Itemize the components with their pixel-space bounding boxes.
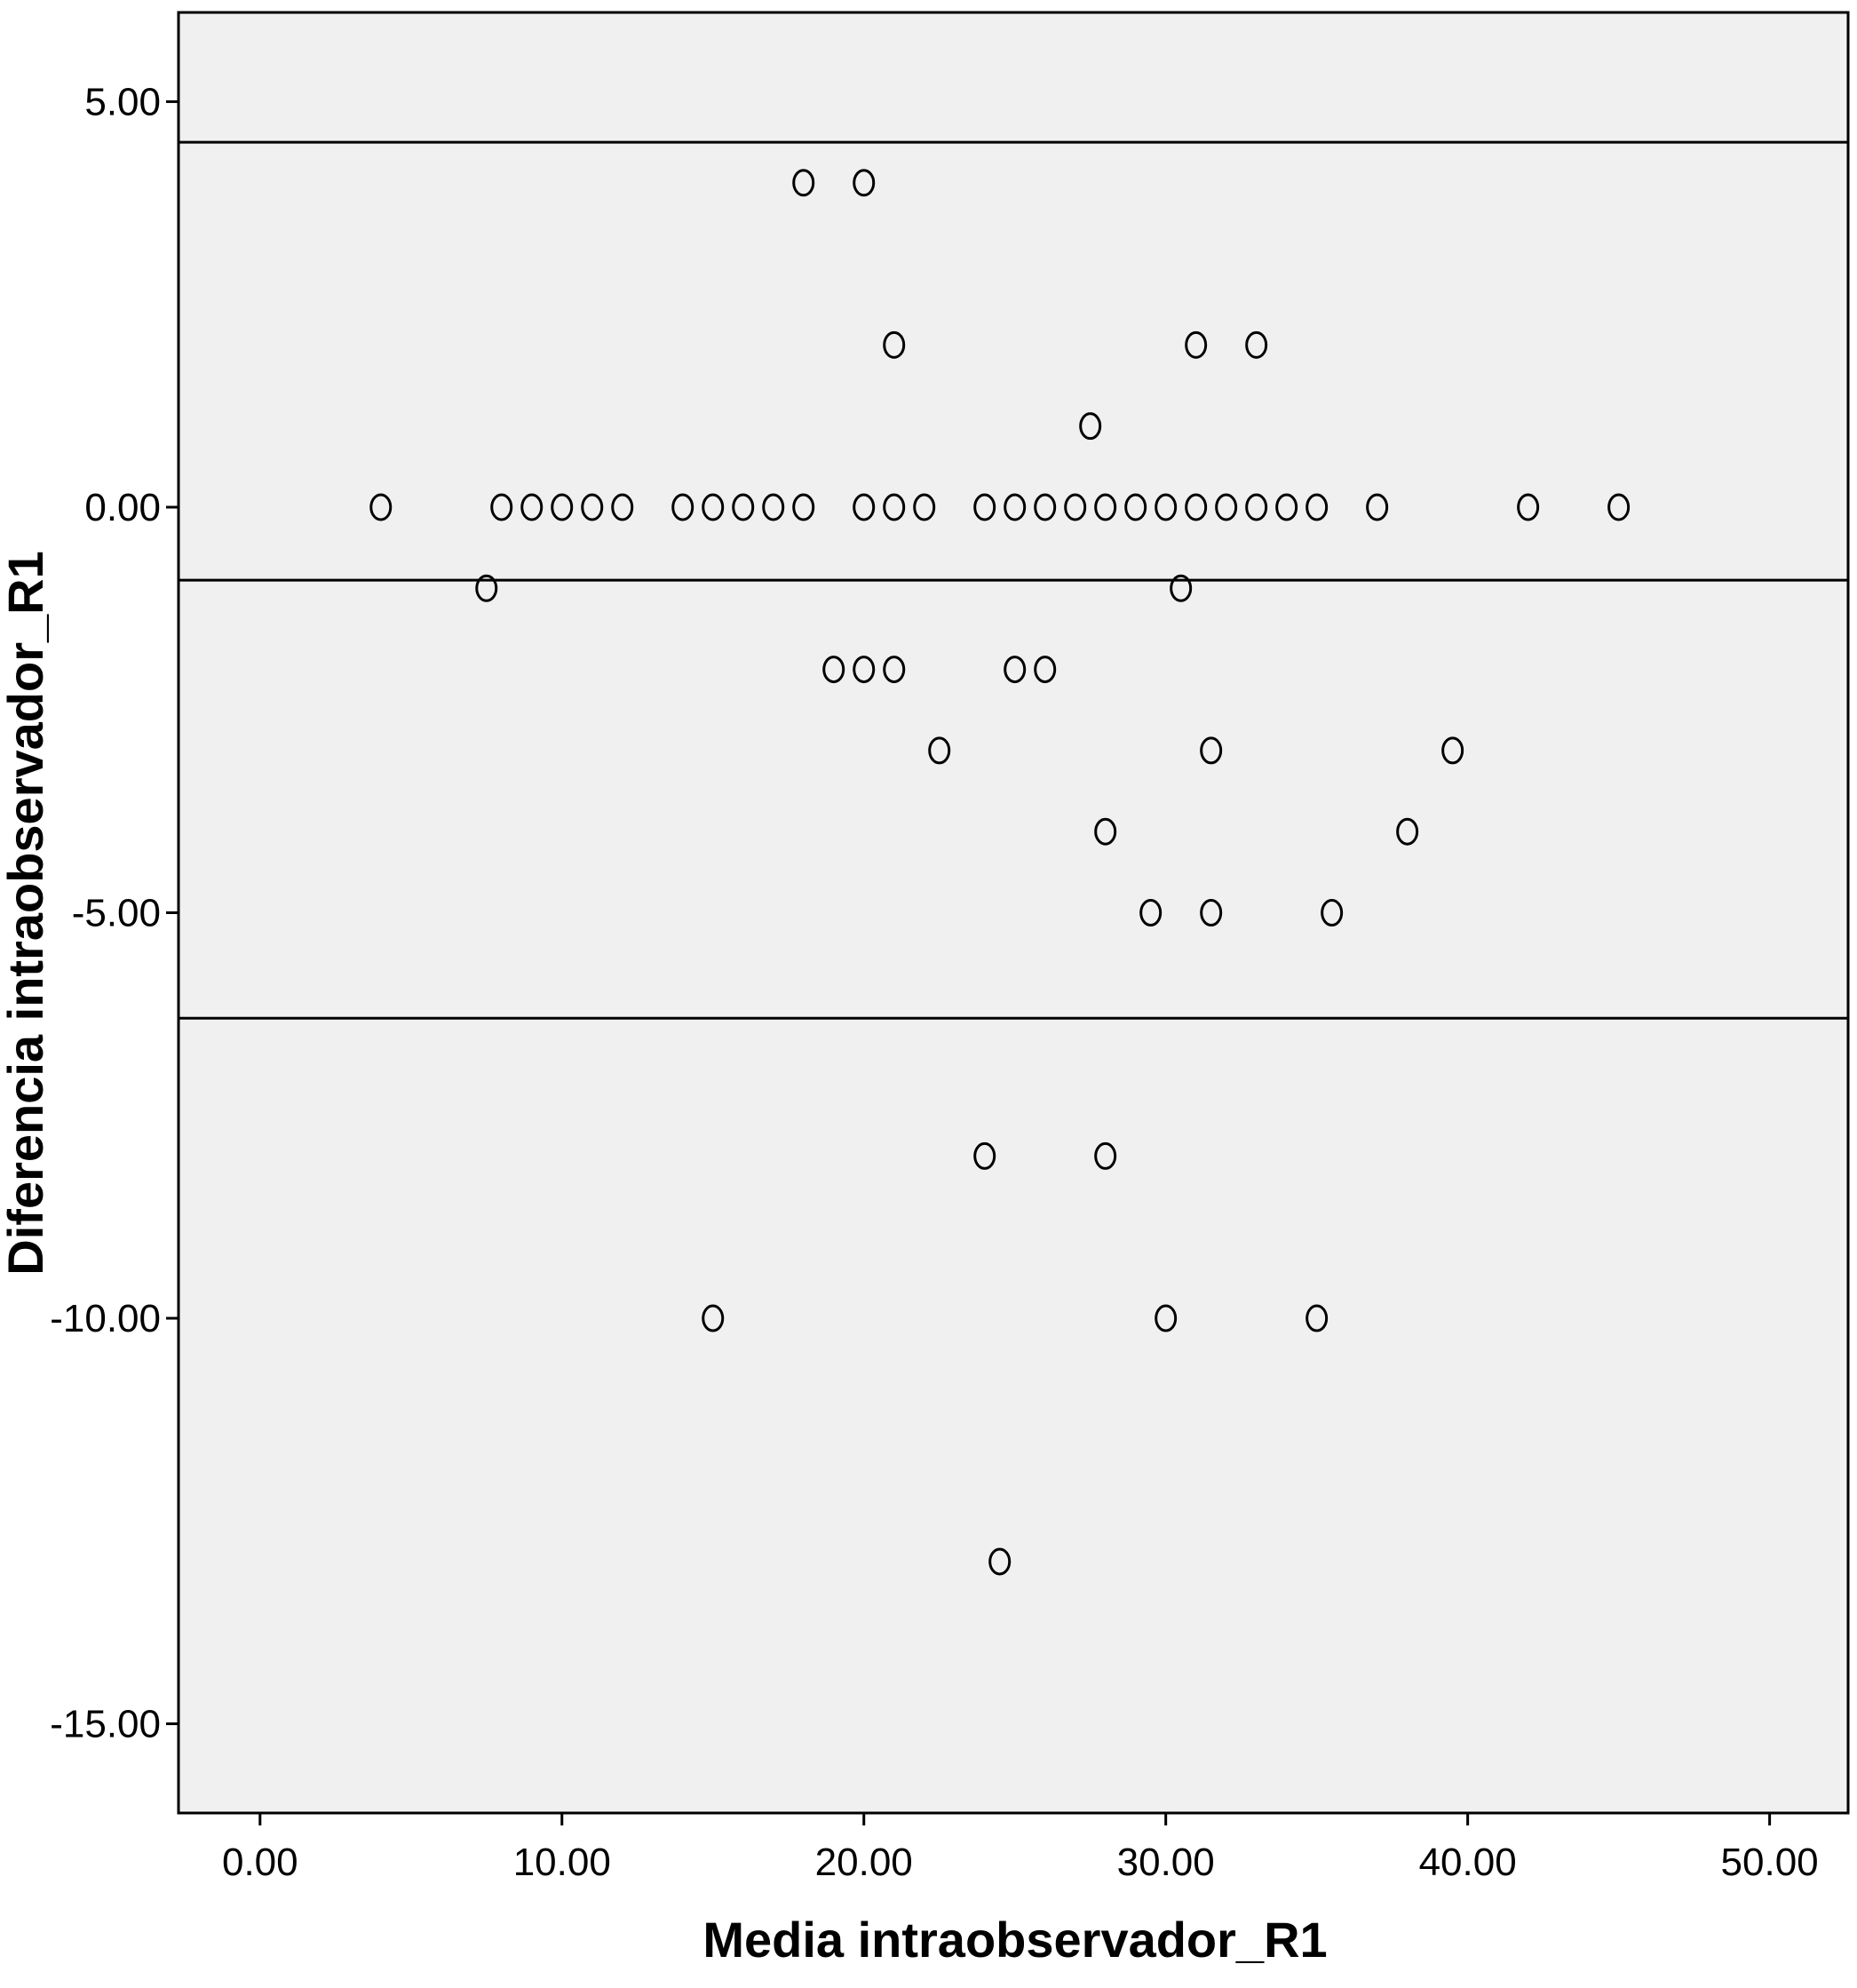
data-point xyxy=(1200,736,1223,765)
data-point xyxy=(1094,493,1117,521)
data-point xyxy=(1275,493,1298,521)
plot-area xyxy=(177,11,1850,1815)
data-point xyxy=(1517,493,1540,521)
data-point xyxy=(581,493,604,521)
y-tick-label: 5.00 xyxy=(84,80,161,123)
data-point xyxy=(1004,656,1027,684)
data-point xyxy=(973,493,996,521)
x-tick-label: 50.00 xyxy=(1721,1841,1819,1884)
data-point xyxy=(1305,1304,1329,1332)
data-point xyxy=(792,169,815,197)
data-point xyxy=(1607,493,1631,521)
data-point xyxy=(822,656,845,684)
y-tick-label: -10.00 xyxy=(50,1297,161,1340)
data-point xyxy=(520,493,544,521)
data-point xyxy=(928,736,951,765)
y-axis-title: Diferencia intraobservador_R1 xyxy=(0,551,53,1275)
data-point xyxy=(1185,493,1208,521)
y-tick-label: 0.00 xyxy=(84,486,161,529)
data-point xyxy=(611,493,634,521)
data-point xyxy=(1396,817,1419,846)
x-tick-label: 30.00 xyxy=(1117,1841,1215,1884)
data-point xyxy=(853,656,876,684)
data-point xyxy=(475,574,498,602)
data-point xyxy=(732,493,755,521)
data-point xyxy=(1441,736,1464,765)
data-point xyxy=(1155,1304,1178,1332)
data-point xyxy=(1200,899,1223,926)
data-point xyxy=(1185,330,1208,359)
data-point xyxy=(1245,330,1268,359)
data-point xyxy=(1139,899,1163,926)
data-point xyxy=(1366,493,1389,521)
data-point xyxy=(1170,574,1193,602)
x-tick-label: 10.00 xyxy=(513,1841,611,1884)
y-axis: 5.00 0.00 -5.00 -10.00 -15.00 xyxy=(50,80,179,1746)
data-point xyxy=(1215,493,1238,521)
data-point xyxy=(1064,493,1087,521)
data-point xyxy=(490,493,513,521)
x-tick-label: 0.00 xyxy=(222,1841,298,1884)
data-point xyxy=(988,1547,1012,1576)
x-tick-label: 20.00 xyxy=(815,1841,913,1884)
data-point xyxy=(369,493,393,521)
data-point xyxy=(1094,817,1117,846)
data-point xyxy=(551,493,574,521)
data-point xyxy=(702,493,725,521)
data-point xyxy=(1034,493,1057,521)
x-axis: 0.00 10.00 20.00 30.00 40.00 50.00 xyxy=(222,1813,1819,1884)
data-point xyxy=(1245,493,1268,521)
reference-lines xyxy=(179,140,1848,1020)
data-point xyxy=(883,330,906,359)
x-axis-title: Media intraobservador_R1 xyxy=(702,1912,1327,1968)
data-point xyxy=(1321,899,1344,926)
data-point xyxy=(1124,493,1147,521)
data-points xyxy=(369,169,1631,1576)
data-point xyxy=(913,493,936,521)
data-point xyxy=(762,493,785,521)
data-point xyxy=(883,656,906,684)
data-point xyxy=(1155,493,1178,521)
data-point xyxy=(792,493,815,521)
data-point xyxy=(702,1304,725,1332)
data-point xyxy=(1079,412,1102,441)
data-point xyxy=(853,493,876,521)
data-point xyxy=(1305,493,1329,521)
data-point xyxy=(671,493,694,521)
y-tick-label: -15.00 xyxy=(50,1703,161,1746)
data-point xyxy=(883,493,906,521)
data-point xyxy=(853,169,876,197)
data-point xyxy=(973,1141,996,1170)
x-tick-label: 40.00 xyxy=(1419,1841,1517,1884)
data-point xyxy=(1004,493,1027,521)
y-tick-label: -5.00 xyxy=(72,892,161,935)
data-point xyxy=(1094,1141,1117,1170)
data-point xyxy=(1034,656,1057,684)
